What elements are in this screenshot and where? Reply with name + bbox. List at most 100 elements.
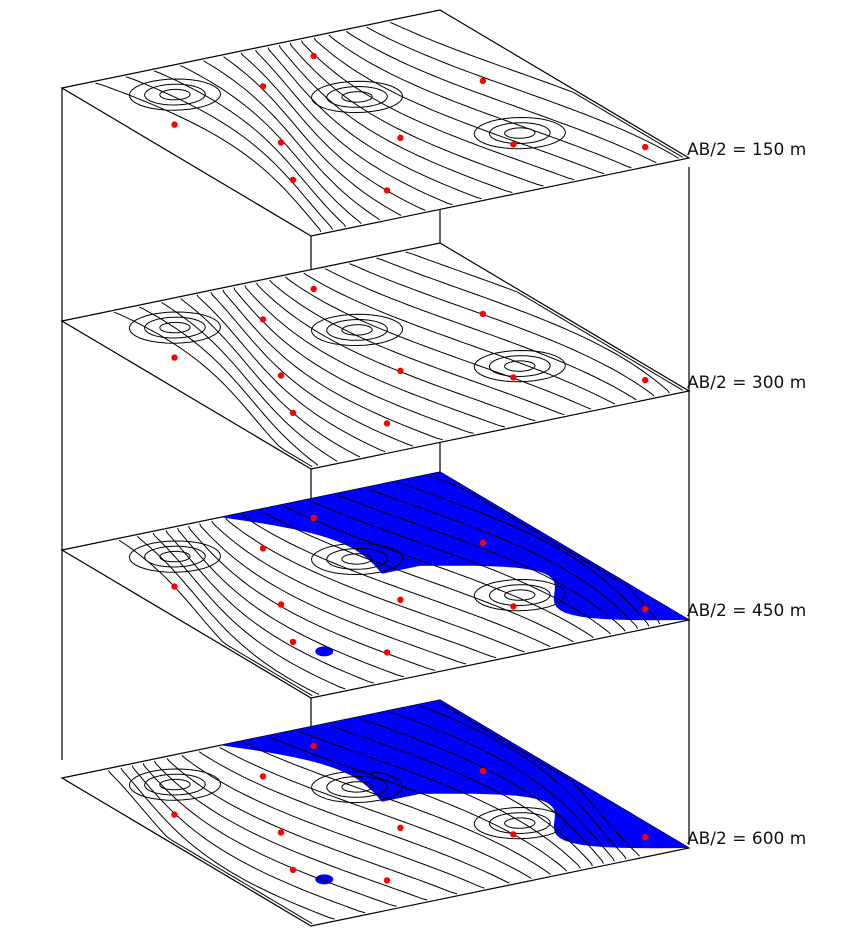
contour-line — [397, 482, 650, 627]
contour-loop — [128, 768, 222, 801]
contour-loop — [488, 812, 551, 835]
contour-line — [242, 742, 551, 875]
contour-loop — [504, 817, 536, 829]
contour-loop — [310, 313, 404, 347]
contour-line — [241, 514, 551, 648]
contour-loop — [504, 589, 536, 601]
station-marker — [510, 374, 517, 381]
station-marker — [479, 77, 487, 85]
contour-line — [349, 263, 655, 397]
contour-line — [420, 705, 627, 860]
low-resistivity-zone — [220, 700, 690, 849]
contour-line — [438, 701, 640, 857]
contour-line — [203, 60, 380, 221]
contour-line — [137, 536, 320, 695]
contour-loop — [504, 360, 536, 372]
contour-loop — [144, 316, 206, 339]
layer-label-600: AB/2 = 600 m — [687, 829, 807, 849]
contour-line — [219, 747, 532, 879]
station-marker — [259, 83, 267, 90]
contour-line — [161, 302, 338, 462]
station-marker — [310, 285, 317, 293]
station-marker — [171, 121, 178, 128]
station-marker — [289, 176, 297, 184]
contour-line — [240, 52, 426, 211]
station-marker — [642, 376, 649, 384]
contour-line — [269, 736, 568, 872]
station-marker — [383, 420, 391, 427]
contour-loop — [159, 88, 191, 101]
station-marker — [510, 141, 517, 148]
contour-loop — [488, 355, 551, 378]
contour-line — [211, 520, 497, 659]
contour-loop — [326, 775, 388, 798]
station-marker — [289, 866, 297, 874]
station-marker — [510, 603, 517, 610]
layer-label-450: AB/2 = 450 m — [687, 601, 807, 621]
contour-line — [223, 56, 402, 216]
contour-line — [118, 539, 313, 697]
contour-line — [95, 82, 322, 233]
contour-line — [152, 532, 346, 690]
contour-loop — [159, 321, 191, 334]
contour-line — [181, 754, 485, 889]
contour-loop — [473, 578, 566, 612]
contour-line — [389, 711, 615, 862]
contour-line — [210, 292, 414, 447]
contour-loop — [128, 78, 222, 111]
station-marker — [171, 811, 178, 818]
contour-line — [313, 37, 605, 175]
contour-loop — [128, 540, 222, 573]
contour-loop — [144, 83, 206, 106]
contour-line — [366, 488, 638, 629]
station-marker — [310, 52, 317, 60]
contour-line — [428, 475, 661, 625]
station-marker — [510, 831, 517, 838]
contour-line — [244, 285, 505, 428]
station-marker — [642, 833, 649, 841]
contour-layer-3 — [60, 471, 691, 699]
layer-label-150: AB/2 = 150 m — [687, 140, 807, 160]
layer-plane — [60, 242, 691, 470]
station-marker — [289, 638, 297, 646]
contour-loop — [504, 127, 536, 139]
contour-loop — [473, 806, 566, 840]
station-marker — [259, 773, 267, 780]
contour-line — [300, 40, 575, 181]
contour-loop — [310, 542, 404, 576]
station-marker — [383, 649, 391, 656]
contour-line — [324, 268, 637, 401]
contour-loop — [326, 85, 388, 108]
contour-loop — [144, 545, 206, 568]
station-marker — [310, 514, 317, 522]
contour-line — [180, 298, 361, 458]
station-marker — [259, 545, 267, 552]
contour-loop — [310, 80, 404, 114]
contour-line — [153, 70, 347, 228]
contour-line — [255, 49, 453, 206]
station-marker — [171, 354, 178, 361]
station-marker — [642, 605, 649, 613]
contour-line — [222, 289, 443, 441]
contour-line — [142, 763, 397, 907]
contour-loop — [326, 547, 388, 570]
contour-line — [199, 523, 467, 665]
contour-layer-2 — [60, 242, 691, 470]
contour-line — [289, 42, 544, 187]
contour-line — [166, 758, 458, 895]
contour-line — [233, 287, 474, 434]
contour-line — [165, 530, 374, 684]
station-marker — [397, 134, 404, 141]
contour-line — [283, 505, 594, 639]
contour-loop — [473, 349, 566, 383]
station-marker — [277, 601, 285, 608]
contour-loop — [488, 584, 551, 607]
contour-line — [376, 257, 670, 394]
contour-line — [196, 294, 386, 453]
contour-line — [303, 272, 616, 405]
station-marker — [259, 316, 267, 323]
contour-line — [120, 767, 335, 920]
contour-line — [405, 251, 683, 391]
